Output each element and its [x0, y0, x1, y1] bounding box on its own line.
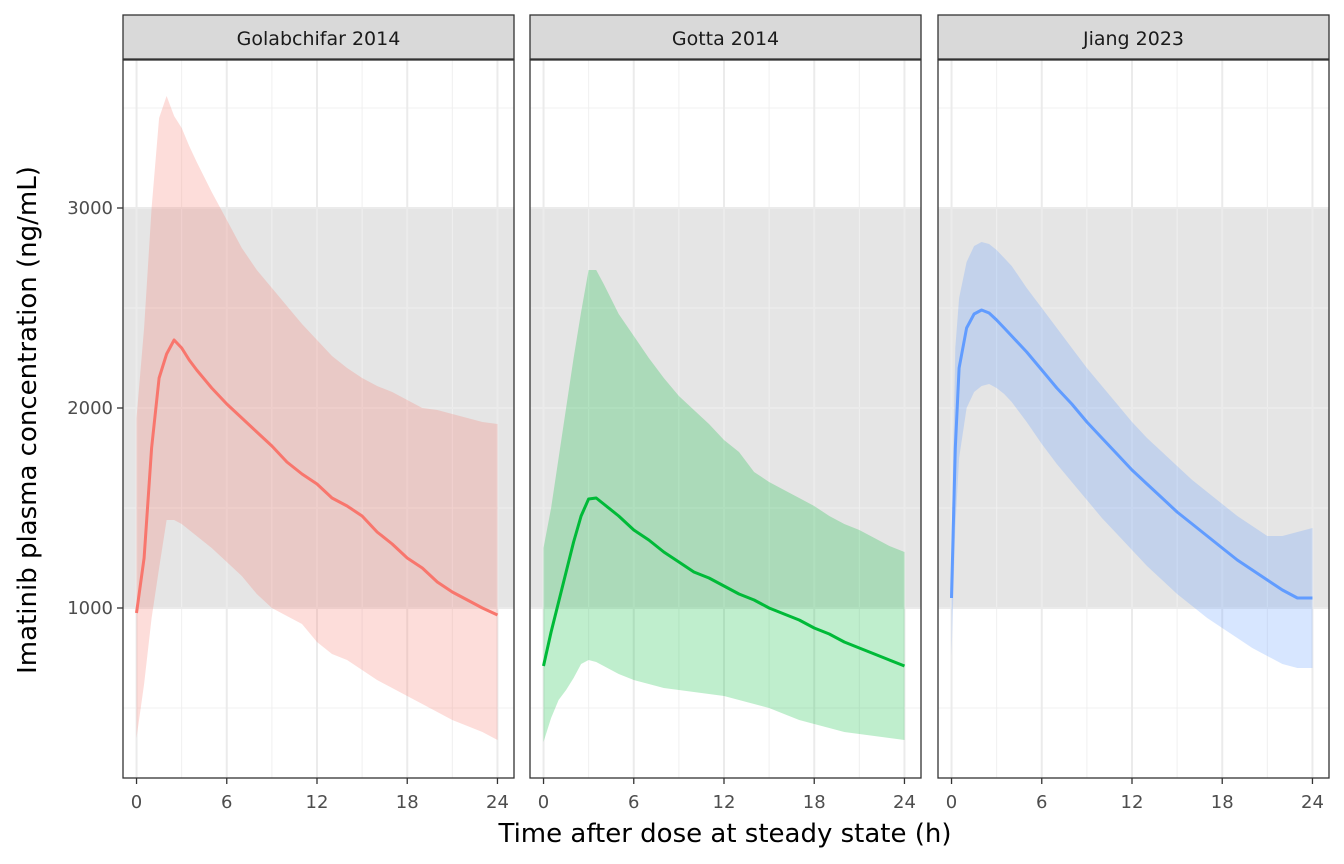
- x-tick-label: 12: [1121, 792, 1144, 813]
- panel-border: [937, 59, 1330, 779]
- x-axis-title: Time after dose at steady state (h): [498, 819, 952, 849]
- x-tick-label: 0: [538, 792, 549, 813]
- strip-header: [937, 14, 1330, 60]
- median-line: [542, 496, 906, 668]
- panels-layer: Golabchifar 2014 0 6 12 18 24 Gotta 2014 0 6 12 18…: [122, 14, 1330, 813]
- median-line: [135, 338, 499, 617]
- panel-border: [529, 59, 922, 779]
- panel-1: Golabchifar 2014 0 6 12 18 24: [122, 14, 515, 813]
- x-tick-label: 24: [893, 792, 916, 813]
- y-axis: 1000 2000 3000: [67, 198, 123, 619]
- x-tick-label: 18: [803, 792, 826, 813]
- panel-3: Jiang 2023 0 6 12 18 24: [937, 14, 1330, 813]
- x-tick-label: 24: [486, 792, 509, 813]
- x-tick-label: 0: [946, 792, 957, 813]
- y-axis-title: Imatinib plasma concentration (ng/mL): [13, 166, 43, 674]
- panel-border: [122, 59, 515, 779]
- x-tick-label: 18: [396, 792, 419, 813]
- x-tick-label: 6: [1036, 792, 1047, 813]
- x-tick-label: 6: [628, 792, 639, 813]
- y-tick-label: 3000: [67, 198, 113, 219]
- y-tick-label: 2000: [67, 398, 113, 419]
- strip-label: Jiang 2023: [1082, 28, 1184, 50]
- x-tick-label: 24: [1301, 792, 1324, 813]
- strip-label: Golabchifar 2014: [237, 28, 401, 50]
- strip-header: [529, 14, 922, 60]
- strip-label: Gotta 2014: [672, 28, 779, 50]
- interval-ribbon: [951, 242, 1313, 668]
- x-tick-label: 6: [221, 792, 232, 813]
- interval-ribbon: [543, 270, 905, 742]
- median-line: [950, 308, 1313, 600]
- interval-ribbon: [136, 96, 498, 740]
- x-tick-label: 12: [306, 792, 329, 813]
- x-tick-label: 12: [713, 792, 736, 813]
- strip-header: [122, 14, 515, 60]
- panel-2: Gotta 2014 0 6 12 18 24: [529, 14, 922, 813]
- x-tick-label: 0: [131, 792, 142, 813]
- y-tick-label: 1000: [67, 598, 113, 619]
- x-tick-label: 18: [1211, 792, 1234, 813]
